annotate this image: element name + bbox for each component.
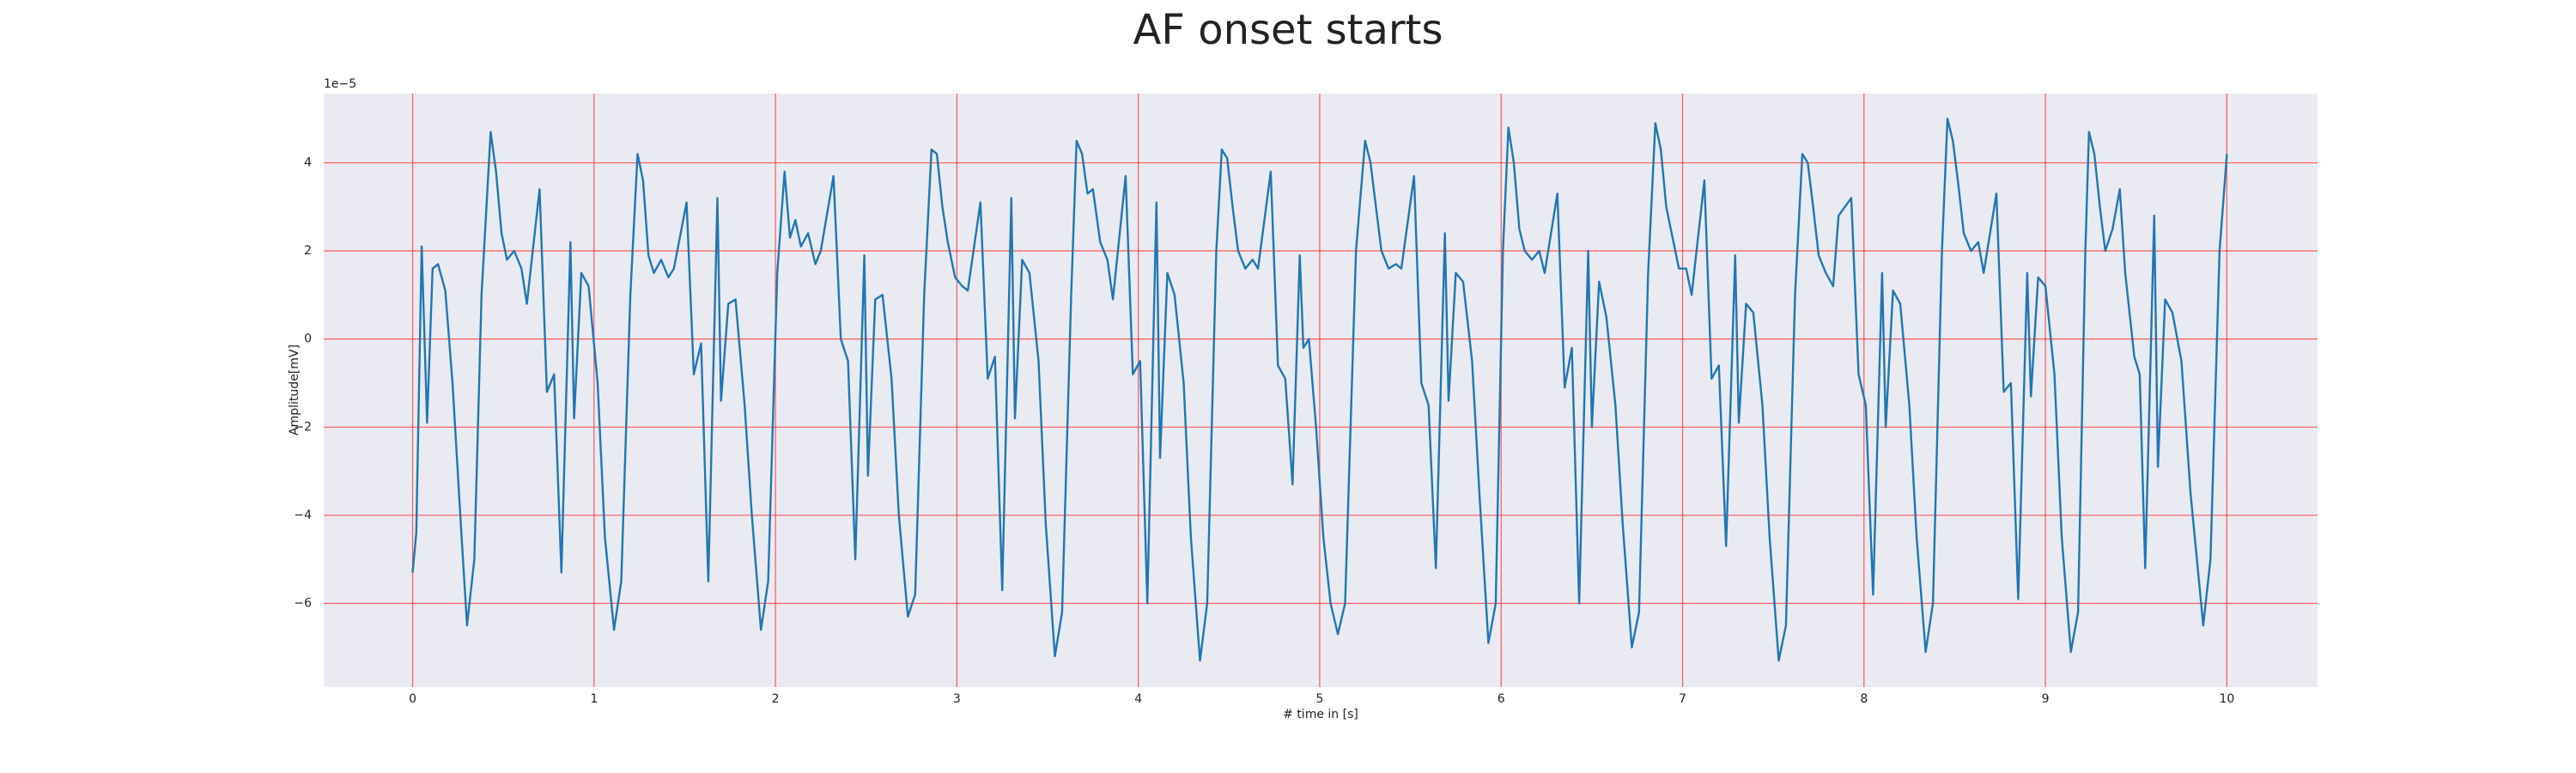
x-tick-label: 8 [1860,692,1868,706]
x-axis-label: # time in [s] [1283,708,1358,721]
plot-background [324,94,2318,687]
chart-title: AF onset starts [1133,6,1443,54]
x-tick-label: 0 [409,692,416,706]
y-axis-label: Amplitude[mV] [288,344,301,435]
x-tick-label: 7 [1679,692,1686,706]
y-tick-label: −4 [294,508,312,522]
x-tick-label: 9 [2042,692,2050,706]
y-tick-label: 0 [304,332,312,346]
y-tick-label: 4 [304,156,312,170]
x-tick-label: 2 [772,692,780,706]
signal-line [411,118,2228,662]
y-offset-label: 1e−5 [324,77,356,91]
x-tick-label: 1 [590,692,598,706]
y-tick-label: 2 [304,244,312,258]
x-tick-label: 4 [1134,692,1142,706]
x-tick-label: 3 [953,692,961,706]
y-tick-label: −6 [294,597,312,611]
x-tick-label: 10 [2219,692,2234,706]
y-tick-label: −2 [294,420,312,434]
x-tick-label: 5 [1315,692,1323,706]
x-tick-label: 6 [1498,692,1505,706]
